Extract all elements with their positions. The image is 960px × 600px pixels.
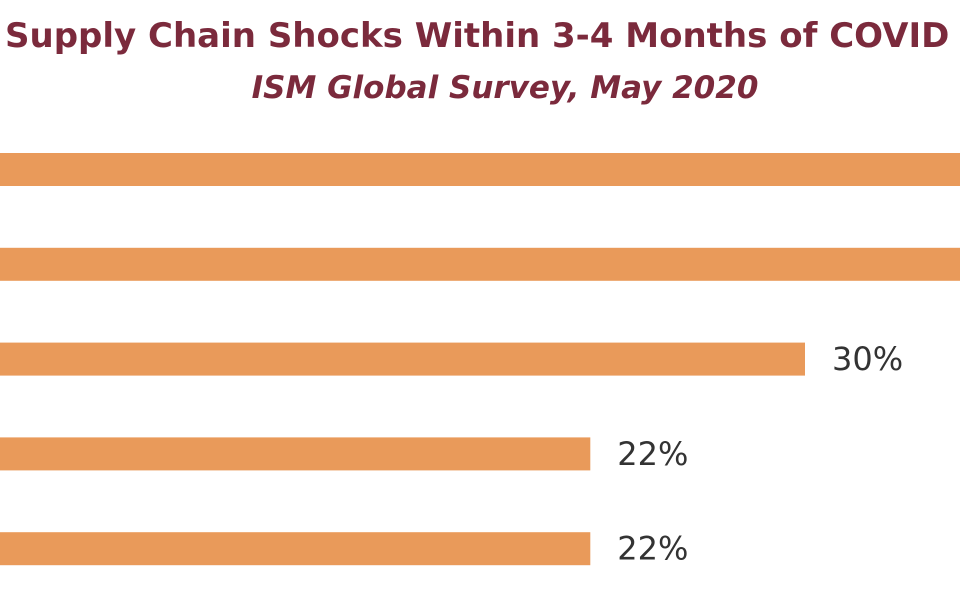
bar-value-label-4: 22% (617, 435, 688, 473)
bar-value-label-5: 22% (617, 530, 688, 568)
chart-title: Supply Chain Shocks Within 3-4 Months of… (5, 16, 950, 56)
bar-2 (0, 247, 960, 281)
bar-3 (0, 342, 805, 376)
bar-value-label-3: 30% (832, 340, 903, 378)
bar-4 (0, 437, 591, 471)
bar-5 (0, 532, 591, 566)
bar-1 (0, 153, 960, 186)
chart-subtitle: ISM Global Survey, May 2020 (251, 70, 759, 106)
